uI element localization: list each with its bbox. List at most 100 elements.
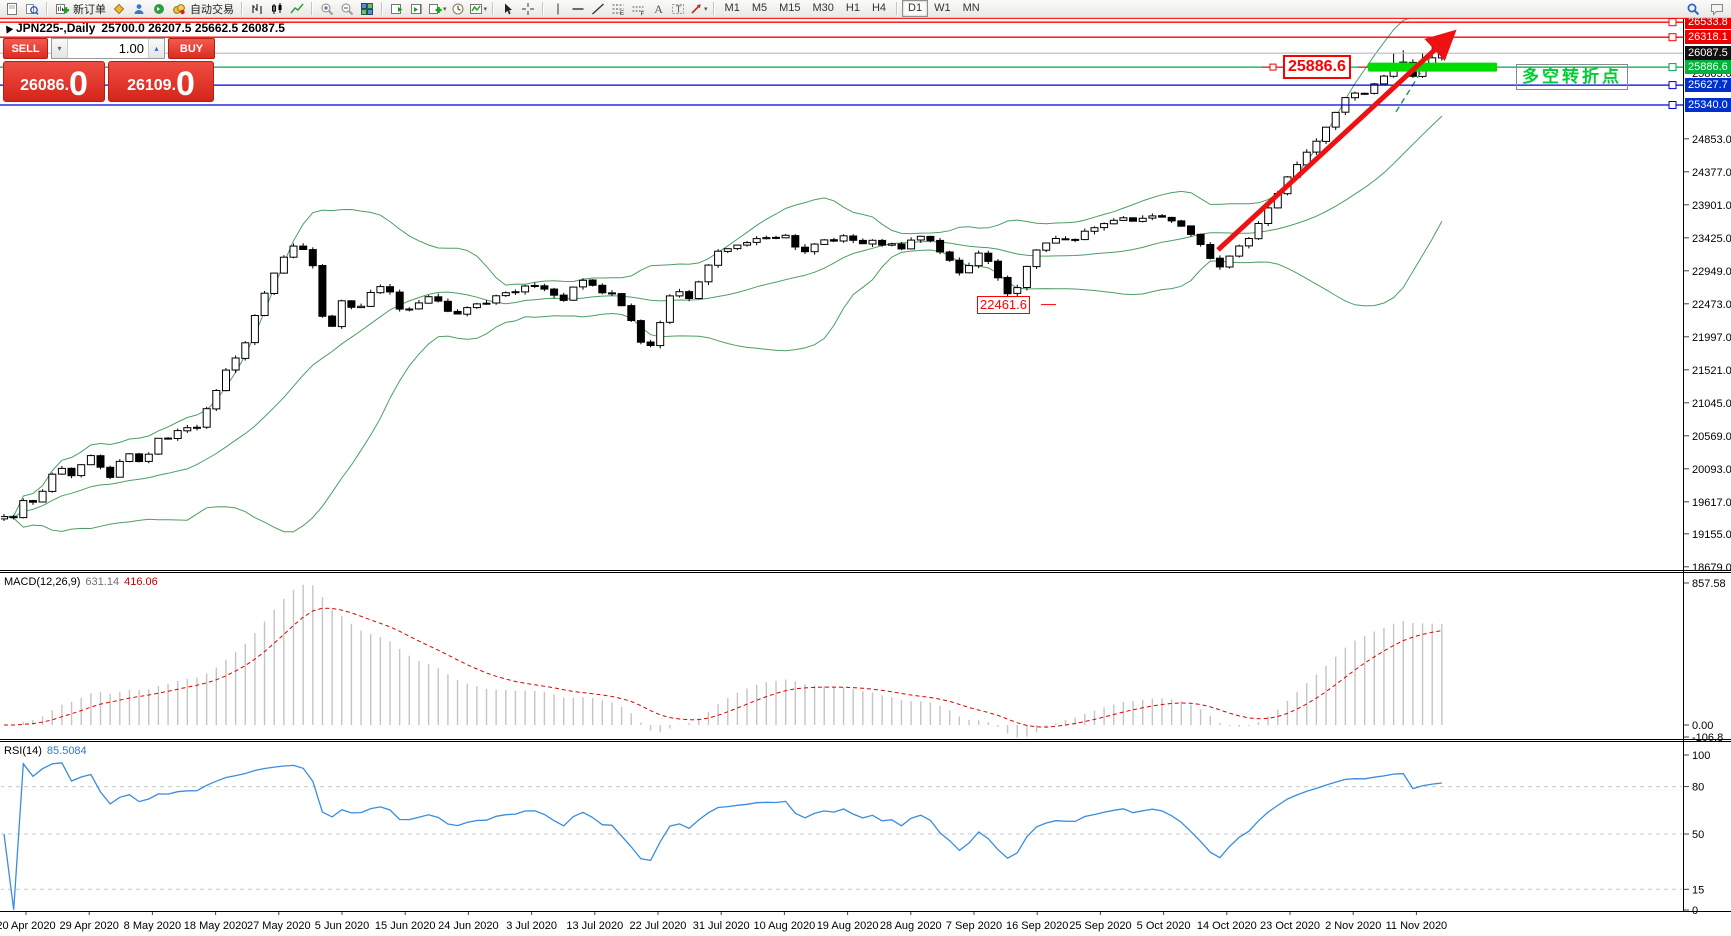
- crosshair-icon[interactable]: [518, 1, 538, 17]
- timeframe-w1-button[interactable]: W1: [934, 2, 951, 14]
- date-tick-label: 2 Nov 2020: [1325, 920, 1381, 932]
- timeframe-m1-button[interactable]: M1: [724, 2, 740, 14]
- timeframe-h4-button[interactable]: H4: [871, 2, 887, 14]
- date-tick-label: 15 Jun 2020: [375, 920, 436, 932]
- volume-input[interactable]: [68, 39, 148, 58]
- zoom-out-icon[interactable]: [337, 1, 357, 17]
- pane-separators[interactable]: [0, 570, 1731, 912]
- rsi-line: [3, 762, 1442, 910]
- timeframe-mn-button[interactable]: MN: [962, 2, 980, 14]
- vline-icon[interactable]: [548, 1, 568, 17]
- zoom-in-icon[interactable]: [317, 1, 337, 17]
- price-badge: 25340.0: [1685, 98, 1731, 112]
- ohlc-values: 25700.0 26207.5 25662.5 26087.5: [101, 21, 285, 35]
- price-tick-label: 21997.0: [1692, 332, 1731, 344]
- rsi-axis-label: 15: [1692, 884, 1704, 896]
- text-icon[interactable]: A: [648, 1, 668, 17]
- macd-signal-value: 416.06: [124, 576, 158, 588]
- buy-quote[interactable]: 26109. 0: [108, 61, 214, 102]
- price-level-lines[interactable]: [0, 18, 1683, 109]
- date-tick-label: 18 May 2020: [184, 920, 248, 932]
- auto-scroll-icon[interactable]: [387, 1, 407, 17]
- news-icon[interactable]: [149, 1, 169, 17]
- date-tick-label: 24 Jun 2020: [438, 920, 499, 932]
- rsi-value: 85.5084: [46, 745, 87, 757]
- chat-icon[interactable]: [1707, 1, 1727, 17]
- toolbar-separator: [381, 2, 383, 15]
- toolbar-separator: [896, 2, 899, 15]
- support-icon[interactable]: [129, 1, 149, 17]
- sell-button[interactable]: SELL: [3, 38, 48, 59]
- line-chart-icon[interactable]: [287, 1, 307, 17]
- timeframe-h1-button[interactable]: H1: [845, 2, 860, 14]
- resistance-handle[interactable]: [1269, 63, 1277, 71]
- date-tick-label: 23 Oct 2020: [1260, 920, 1320, 932]
- support-price-label[interactable]: 22461.6: [977, 295, 1030, 314]
- buy-price-pips: 0: [176, 65, 195, 103]
- period-clock-icon[interactable]: [448, 1, 468, 17]
- fibo-icon[interactable]: E: [608, 1, 628, 17]
- add-chart-icon[interactable]: ▾: [427, 1, 448, 17]
- label-icon[interactable]: T: [668, 1, 688, 17]
- rsi-axis-label: 0: [1692, 905, 1698, 917]
- sell-price-main: 26086: [20, 77, 65, 94]
- trend-dashed-line[interactable]: [1395, 44, 1439, 113]
- date-tick-label: 3 Jul 2020: [506, 920, 557, 932]
- symbol-marker-icon: [2, 23, 14, 34]
- autotrade-icon[interactable]: [169, 1, 189, 17]
- date-tick-label: 11 Nov 2020: [1386, 920, 1448, 932]
- price-badge: 26533.8: [1685, 15, 1731, 29]
- bar-chart-icon[interactable]: [247, 1, 267, 17]
- timeframe-m30-button[interactable]: M30: [812, 2, 834, 14]
- timeframe-m5-button[interactable]: M5: [751, 2, 768, 14]
- symbol-period-label: JPN225-,Daily: [16, 21, 96, 35]
- timeframe-d1-button[interactable]: D1: [902, 0, 929, 17]
- date-tick-label: 5 Oct 2020: [1137, 920, 1191, 932]
- price-tick-label: 22473.0: [1692, 299, 1731, 311]
- new-order-icon[interactable]: [52, 1, 72, 17]
- rsi-name: RSI(14): [4, 745, 42, 757]
- price-tick-label: 23901.0: [1692, 200, 1731, 212]
- chart-shift-icon[interactable]: [407, 1, 427, 17]
- candle-chart-icon[interactable]: [267, 1, 287, 17]
- channel-icon[interactable]: F: [628, 1, 648, 17]
- chart-background: [0, 18, 1731, 936]
- sell-quote[interactable]: 26086. 0: [3, 61, 105, 102]
- volume-decrease-button[interactable]: ▾: [52, 39, 68, 58]
- toolbar-separator: [46, 2, 48, 15]
- timeframe-m15-button[interactable]: M15: [779, 2, 801, 14]
- price-tick-label: 24377.0: [1692, 167, 1731, 179]
- tile-windows-icon[interactable]: [357, 1, 377, 17]
- price-tick-label: 22949.0: [1692, 266, 1731, 278]
- magnifier-page-icon[interactable]: [22, 1, 42, 17]
- arrows-icon[interactable]: ▾: [688, 1, 709, 17]
- resistance-price-label[interactable]: 25886.6: [1283, 55, 1351, 80]
- new-order-label[interactable]: 新订单: [73, 3, 106, 16]
- date-tick-label: 5 Jun 2020: [315, 920, 369, 932]
- date-tick-label: 19 Aug 2020: [817, 920, 879, 932]
- hline-icon[interactable]: [568, 1, 588, 17]
- page-icon[interactable]: [2, 1, 22, 17]
- date-tick-label: 25 Sep 2020: [1069, 920, 1131, 932]
- market-watch-icon[interactable]: [109, 1, 129, 17]
- sell-price-pips: 0: [69, 65, 88, 103]
- volume-increase-button[interactable]: ▴: [148, 39, 164, 58]
- buy-button[interactable]: BUY: [168, 38, 215, 59]
- search-icon[interactable]: [1683, 1, 1703, 17]
- turning-point-note[interactable]: 多空转折点: [1516, 64, 1628, 90]
- price-tick-label: 21521.0: [1692, 365, 1731, 377]
- price-tick-label: 20569.0: [1692, 431, 1731, 443]
- autotrade-label[interactable]: 自动交易: [190, 3, 234, 16]
- indicators-icon[interactable]: ▾: [468, 1, 489, 17]
- price-badge: 25627.7: [1685, 78, 1731, 92]
- cursor-icon[interactable]: [498, 1, 518, 17]
- trendline-icon[interactable]: [588, 1, 608, 17]
- bullish-arrow[interactable]: [1216, 29, 1457, 252]
- date-tick-label: 20 Apr 2020: [0, 920, 56, 932]
- macd-axis-label: -106.8: [1692, 732, 1723, 744]
- green-zone-bar[interactable]: [1368, 62, 1497, 72]
- date-tick-label: 27 May 2020: [247, 920, 311, 932]
- macd-label: MACD(12,26,9) 631.14 416.06: [4, 576, 158, 588]
